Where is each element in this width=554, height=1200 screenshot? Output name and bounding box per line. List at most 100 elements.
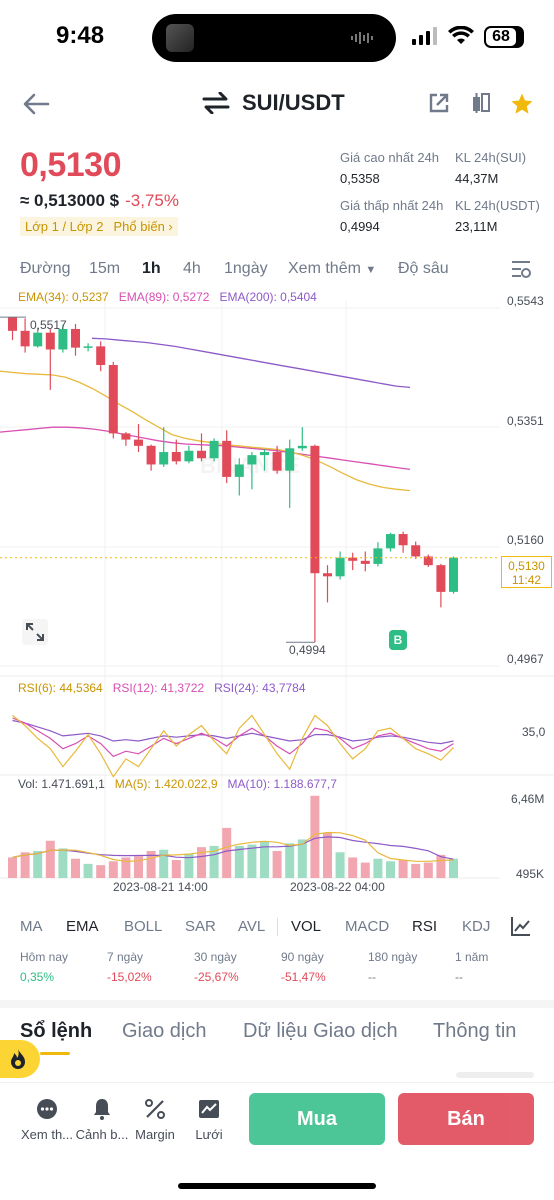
fullscreen-button[interactable] bbox=[22, 619, 48, 645]
y-axis-2: 0,5351 bbox=[507, 414, 544, 428]
volume-bar bbox=[260, 842, 269, 878]
chart-mode-icon[interactable] bbox=[470, 92, 492, 114]
vol-sui-label: KL 24h(SUI) bbox=[455, 150, 527, 165]
candle-body bbox=[335, 557, 345, 577]
ind-kdj[interactable]: KDJ bbox=[462, 918, 491, 935]
tf-1d[interactable]: 1ngày bbox=[224, 260, 268, 277]
performance-row: Hôm nay 0,35% 7 ngày -15,02% 30 ngày -25… bbox=[0, 950, 554, 998]
current-price-label: 0,5130 bbox=[508, 559, 545, 573]
candle-body bbox=[247, 455, 257, 465]
low-marker-label: 0,4994 bbox=[289, 643, 326, 657]
tf-15m[interactable]: 15m bbox=[89, 260, 121, 277]
candle-body bbox=[96, 346, 106, 366]
candle-body bbox=[134, 439, 143, 446]
candle-body bbox=[159, 452, 169, 465]
back-arrow-icon[interactable] bbox=[22, 92, 50, 116]
ind-ema[interactable]: EMA bbox=[66, 918, 99, 935]
perf-label: 1 năm bbox=[455, 950, 489, 964]
candle-body bbox=[20, 330, 30, 347]
vol-ma5-line bbox=[12, 831, 454, 862]
ind-macd[interactable]: MACD bbox=[345, 918, 390, 935]
ind-avl[interactable]: AVL bbox=[238, 918, 266, 935]
volume-bar bbox=[146, 851, 156, 878]
perf-label: 90 ngày bbox=[281, 950, 324, 964]
ind-ma[interactable]: MA bbox=[20, 918, 43, 935]
volume-bar bbox=[411, 863, 421, 878]
volume-bar bbox=[423, 862, 433, 878]
battery-indicator: 68 bbox=[484, 26, 524, 48]
buy-marker[interactable]: B bbox=[389, 630, 407, 650]
indicator-settings-icon[interactable] bbox=[510, 915, 532, 937]
category-tags: Lớp 1 / Lớp 2 Phổ biến › bbox=[20, 217, 178, 236]
hot-floating-button[interactable] bbox=[0, 1040, 40, 1078]
candle-body bbox=[398, 534, 408, 546]
candle-body bbox=[310, 445, 320, 574]
nav-grid-label: Lưới bbox=[195, 1127, 223, 1142]
vol-usdt-value: 23,11M bbox=[455, 219, 498, 234]
vol-axis-top: 6,46M bbox=[511, 792, 545, 806]
battery-level: 68 bbox=[486, 28, 516, 46]
ind-boll[interactable]: BOLL bbox=[124, 918, 163, 935]
detail-tabs: Sổ lệnh Giao dịch Dữ liệu Giao dịch Thôn… bbox=[0, 1015, 554, 1059]
price-chart[interactable]: BINANCE bbox=[0, 288, 554, 898]
tf-1h[interactable]: 1h bbox=[142, 260, 161, 277]
candle-body bbox=[260, 452, 269, 456]
flame-icon bbox=[11, 1049, 25, 1069]
ind-vol[interactable]: VOL bbox=[291, 918, 322, 935]
status-bar: 9:48 68 bbox=[0, 0, 554, 75]
candle-body bbox=[45, 332, 55, 350]
tag-popular[interactable]: Phổ biến › bbox=[108, 217, 178, 236]
nav-margin[interactable]: Margin bbox=[132, 1097, 178, 1142]
candle-body bbox=[184, 450, 194, 462]
vol-value: Vol: 1.471.691,1 bbox=[18, 777, 105, 791]
ema34-line bbox=[0, 370, 411, 492]
vol-usdt-label: KL 24h(USDT) bbox=[455, 198, 540, 213]
tab-trade-data[interactable]: Dữ liệu Giao dịch bbox=[243, 1020, 398, 1042]
candle-body bbox=[197, 450, 206, 459]
ind-sar[interactable]: SAR bbox=[185, 918, 216, 935]
price-usd-row: ≈ 0,513000 $ -3,75% bbox=[20, 191, 179, 211]
buy-button[interactable]: Mua bbox=[249, 1093, 385, 1145]
vol-ma10: MA(10): 1.188.677,7 bbox=[227, 777, 337, 791]
volume-bar bbox=[436, 854, 446, 878]
volume-bar bbox=[58, 848, 68, 878]
sell-button[interactable]: Bán bbox=[398, 1093, 534, 1145]
volume-bar bbox=[83, 863, 93, 878]
tab-trades[interactable]: Giao dịch bbox=[122, 1020, 207, 1042]
tf-line[interactable]: Đường bbox=[20, 260, 71, 277]
perf-7d: 7 ngày -15,02% bbox=[107, 950, 152, 984]
ema89-line bbox=[0, 426, 411, 471]
candle-body bbox=[323, 573, 332, 577]
scroll-hint bbox=[456, 1072, 534, 1078]
low-24h-value: 0,4994 bbox=[340, 219, 380, 234]
tab-orderbook[interactable]: Sổ lệnh bbox=[20, 1020, 93, 1042]
ind-rsi[interactable]: RSI bbox=[412, 918, 438, 935]
chart-settings-icon[interactable] bbox=[510, 258, 532, 280]
ema200-line bbox=[91, 337, 411, 389]
high-marker-label: 0,5517 bbox=[30, 318, 67, 332]
candle-body bbox=[209, 440, 219, 459]
volume-bar bbox=[121, 857, 131, 878]
favorite-star-icon[interactable] bbox=[510, 92, 534, 116]
top-header: SUI/USDT bbox=[0, 80, 554, 130]
candle-body bbox=[285, 448, 295, 471]
tf-depth[interactable]: Độ sâu bbox=[398, 260, 449, 277]
tag-layer[interactable]: Lớp 1 / Lớp 2 bbox=[20, 217, 109, 236]
candle-body bbox=[423, 556, 433, 566]
candle-body bbox=[348, 557, 358, 561]
perf-90d: 90 ngày -51,47% bbox=[281, 950, 326, 984]
volume-bar bbox=[8, 857, 17, 878]
tf-4h[interactable]: 4h bbox=[183, 260, 201, 277]
pair-selector[interactable]: SUI/USDT bbox=[202, 90, 345, 116]
nav-more[interactable]: Xem th... bbox=[18, 1097, 76, 1142]
candle-body bbox=[121, 433, 131, 440]
candle-body bbox=[8, 317, 17, 331]
volume-bar bbox=[134, 856, 143, 878]
share-icon[interactable] bbox=[428, 92, 450, 114]
nav-grid[interactable]: Lưới bbox=[190, 1097, 228, 1142]
nav-alert[interactable]: Cảnh b... bbox=[74, 1097, 130, 1142]
tf-more[interactable]: Xem thêm ▼ bbox=[288, 260, 376, 278]
tab-info[interactable]: Thông tin bbox=[433, 1020, 517, 1042]
perf-180d: 180 ngày -- bbox=[368, 950, 417, 984]
volume-bar bbox=[184, 853, 194, 878]
